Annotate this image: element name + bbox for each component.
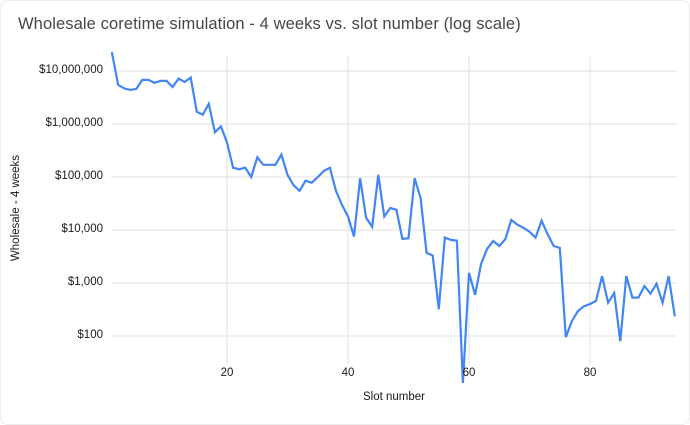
x-tick-label: 20: [220, 367, 234, 379]
y-tick-label: $10,000,000: [39, 64, 103, 76]
y-tick-label: $100: [77, 329, 103, 341]
x-tick-label: 80: [583, 367, 597, 379]
series-line: [110, 51, 676, 384]
y-tick-label: $100,000: [55, 170, 103, 182]
x-axis-title: Slot number: [362, 391, 425, 403]
y-tick-label: $1,000: [67, 276, 103, 288]
x-tick-label: 40: [341, 367, 355, 379]
x-tick-label: 60: [462, 367, 476, 379]
y-tick-label: $10,000: [61, 223, 103, 235]
chart-title: Wholesale coretime simulation - 4 weeks …: [18, 15, 521, 33]
y-tick-label: $1,000,000: [45, 117, 103, 129]
